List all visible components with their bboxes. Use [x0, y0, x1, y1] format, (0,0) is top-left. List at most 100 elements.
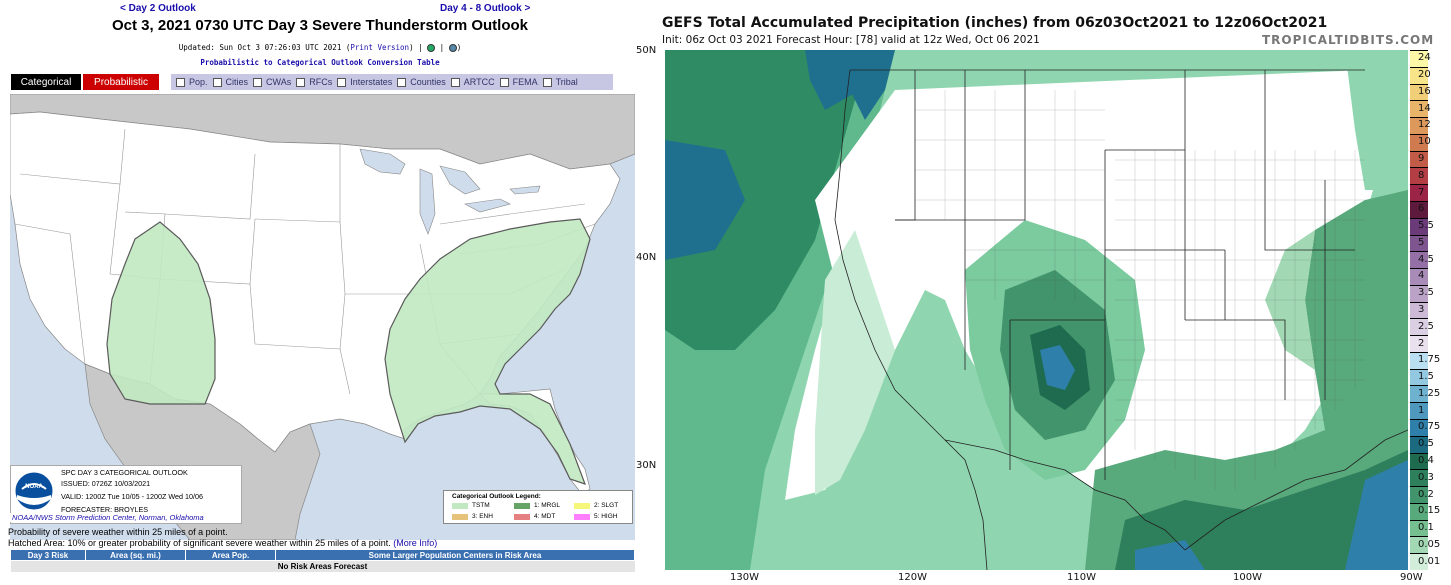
- colorbar-label: 7: [1418, 186, 1425, 198]
- globe-icon[interactable]: [448, 44, 457, 52]
- checkbox-icon[interactable]: [212, 77, 222, 87]
- checkbox-icon[interactable]: [499, 77, 509, 87]
- colorbar-segment: [1410, 184, 1428, 201]
- gulf-coast: [1184, 429, 1408, 551]
- legend-swatch: [574, 502, 590, 509]
- pacific-blue: [665, 50, 865, 260]
- legend-swatch: [514, 513, 530, 520]
- day4-8-outlook-link[interactable]: Day 4 - 8 Outlook >: [440, 3, 531, 14]
- toggle-interstates[interactable]: Interstates: [337, 77, 392, 87]
- colorbar-label: 5.5: [1418, 220, 1434, 232]
- page-title: Oct 3, 2021 0730 UTC Day 3 Severe Thunde…: [112, 17, 528, 34]
- legend-item-slgt: 2: SLGT: [574, 502, 618, 509]
- tab-categorical[interactable]: Categorical: [11, 74, 81, 90]
- colorbar-label: 6: [1418, 203, 1425, 215]
- legend-item-tstm: TSTM: [452, 502, 490, 509]
- colorbar-segment: [1410, 519, 1428, 537]
- gulf-heavy: [1115, 450, 1408, 570]
- no-risk-cell: No Risk Areas Forecast: [10, 560, 635, 572]
- legend-title: Categorical Outlook Legend:: [452, 493, 541, 500]
- nws-credit: NOAA/NWS Storm Prediction Center, Norman…: [10, 513, 206, 522]
- prob-line-1: Probability of severe weather within 25 …: [8, 527, 228, 537]
- colorbar-label: 3.5: [1418, 287, 1434, 299]
- outlook-map[interactable]: [10, 94, 635, 540]
- info-line-3: VALID: 1200Z Tue 10/05 - 1200Z Wed 10/06: [61, 492, 203, 501]
- toggle-cwas[interactable]: CWAs: [253, 77, 291, 87]
- toggle-label: Interstates: [350, 77, 393, 87]
- toggle-cities[interactable]: Cities: [212, 77, 248, 87]
- checkbox-icon[interactable]: [296, 77, 306, 87]
- lon-label-90w: 90W: [1400, 572, 1423, 583]
- checkbox-icon[interactable]: [450, 77, 460, 87]
- legend-label: 4: MDT: [534, 513, 556, 520]
- colorbar-label: 0.75: [1418, 421, 1441, 433]
- toggle-label: ARTCC: [463, 77, 495, 87]
- colorbar-label: 1.75: [1418, 354, 1441, 366]
- toggle-label: Tribal: [555, 77, 578, 87]
- toggle-label: Pop.: [189, 77, 208, 87]
- colorbar-label: 0.1: [1418, 522, 1434, 534]
- colorbar-segment: [1410, 83, 1428, 101]
- toggle-tribal[interactable]: Tribal: [542, 77, 578, 87]
- toggle-pop[interactable]: Pop.: [176, 77, 208, 87]
- col-pop-centers: Some Larger Population Centers in Risk A…: [275, 549, 635, 561]
- updated-tail: ) |: [409, 43, 428, 52]
- conversion-table-link[interactable]: Probabilistic to Categorical Outlook Con…: [200, 58, 440, 67]
- legend-label: 2: SLGT: [594, 502, 619, 509]
- legend-label: TSTM: [472, 502, 490, 509]
- colorbar-segment: [1410, 351, 1428, 369]
- precip-map-graphic: [665, 50, 1408, 570]
- colorbar-label: 20: [1418, 69, 1431, 81]
- info-line-4: FORECASTER: BROYLES: [61, 505, 149, 514]
- legend-swatch: [452, 502, 468, 509]
- day2-outlook-link[interactable]: < Day 2 Outlook: [120, 3, 196, 14]
- colorbar-segment: [1410, 469, 1428, 487]
- tab-probabilistic[interactable]: Probabilistic: [83, 74, 159, 90]
- colorbar-segment: [1410, 217, 1428, 235]
- colorbar-label: 4.5: [1418, 253, 1434, 265]
- lon-label-120w: 120W: [898, 572, 927, 583]
- toggle-label: Counties: [410, 77, 446, 87]
- checkbox-icon[interactable]: [542, 77, 552, 87]
- toggle-fema[interactable]: FEMA: [499, 77, 538, 87]
- risk-table: Day 3 Risk Area (sq. mi.) Area Pop. Some…: [10, 549, 635, 572]
- colorbar-segment: [1410, 419, 1428, 436]
- colorbar-segment: [1410, 234, 1428, 252]
- checkbox-icon[interactable]: [253, 77, 263, 87]
- legend-label: 5: HIGH: [594, 513, 618, 520]
- colorbar-segment: [1410, 385, 1428, 403]
- lat-label-50n: 50N: [636, 45, 657, 56]
- checkbox-icon[interactable]: [397, 77, 407, 87]
- toggle-label: CWAs: [266, 77, 292, 87]
- toggle-artcc[interactable]: ARTCC: [450, 77, 495, 87]
- more-info-link[interactable]: (More Info): [393, 538, 438, 548]
- mexico-border: [944, 439, 1186, 551]
- colorbar-label: 1.25: [1418, 387, 1441, 399]
- outlook-map-graphic: [10, 94, 635, 540]
- print-version-link[interactable]: Print Version: [350, 43, 410, 52]
- toggle-label: RFCs: [309, 77, 333, 87]
- map-lines: [834, 69, 1408, 570]
- table-row: No Risk Areas Forecast: [10, 560, 635, 572]
- colorbar-label: 12: [1418, 119, 1431, 131]
- colorbar-segment: [1410, 318, 1428, 336]
- lat-label-30n: 30N: [636, 460, 657, 471]
- kml-icon[interactable]: [427, 44, 436, 52]
- colorbar-segment: [1410, 553, 1428, 570]
- toggle-counties[interactable]: Counties: [397, 77, 446, 87]
- lat-label-40n: 40N: [636, 252, 657, 263]
- toggle-rfcs[interactable]: RFCs: [296, 77, 332, 87]
- checkbox-icon[interactable]: [176, 77, 185, 87]
- overlay-toggles: Pop. Cities CWAs RFCs Interstates Counti…: [171, 74, 613, 90]
- precip-map[interactable]: [665, 50, 1408, 570]
- checkbox-icon[interactable]: [337, 77, 347, 87]
- legend-item-mdt: 4: MDT: [514, 513, 555, 520]
- divider: |: [435, 43, 449, 52]
- gefs-title: GEFS Total Accumulated Precipitation (in…: [662, 15, 1328, 31]
- colorbar-segment: [1410, 486, 1428, 503]
- colorbar-label: 2: [1418, 337, 1425, 349]
- colorbar-label: 0.3: [1418, 471, 1434, 483]
- legend-swatch: [452, 513, 468, 520]
- colorbar-segment: [1410, 301, 1428, 319]
- colorbar-segment: [1410, 268, 1428, 285]
